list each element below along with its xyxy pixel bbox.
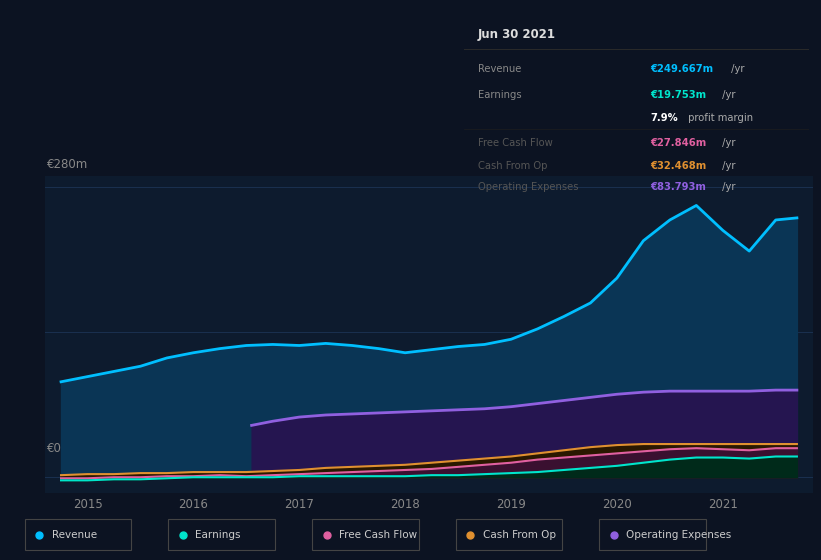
- Text: Jun 30 2021: Jun 30 2021: [478, 28, 556, 41]
- Text: €280m: €280m: [47, 158, 88, 171]
- Text: Operating Expenses: Operating Expenses: [626, 530, 732, 540]
- Text: /yr: /yr: [719, 138, 736, 148]
- Bar: [599, 520, 706, 550]
- Text: €0: €0: [47, 442, 62, 455]
- Text: Revenue: Revenue: [52, 530, 97, 540]
- Bar: [456, 520, 562, 550]
- Text: €249.667m: €249.667m: [650, 64, 713, 74]
- Text: €27.846m: €27.846m: [650, 138, 706, 148]
- Bar: [312, 520, 419, 550]
- Text: Operating Expenses: Operating Expenses: [478, 182, 578, 192]
- Text: Earnings: Earnings: [195, 530, 241, 540]
- Text: /yr: /yr: [719, 161, 736, 171]
- Text: Earnings: Earnings: [478, 90, 521, 100]
- Text: /yr: /yr: [719, 182, 736, 192]
- Text: /yr: /yr: [727, 64, 744, 74]
- Bar: [168, 520, 275, 550]
- Text: Revenue: Revenue: [478, 64, 521, 74]
- Bar: [25, 520, 131, 550]
- Text: €83.793m: €83.793m: [650, 182, 706, 192]
- Text: 7.9%: 7.9%: [650, 113, 678, 123]
- Text: €19.753m: €19.753m: [650, 90, 706, 100]
- Text: Cash From Op: Cash From Op: [478, 161, 547, 171]
- Text: Cash From Op: Cash From Op: [483, 530, 556, 540]
- Text: profit margin: profit margin: [685, 113, 753, 123]
- Text: €32.468m: €32.468m: [650, 161, 706, 171]
- Text: /yr: /yr: [719, 90, 736, 100]
- Text: Free Cash Flow: Free Cash Flow: [339, 530, 417, 540]
- Text: Free Cash Flow: Free Cash Flow: [478, 138, 553, 148]
